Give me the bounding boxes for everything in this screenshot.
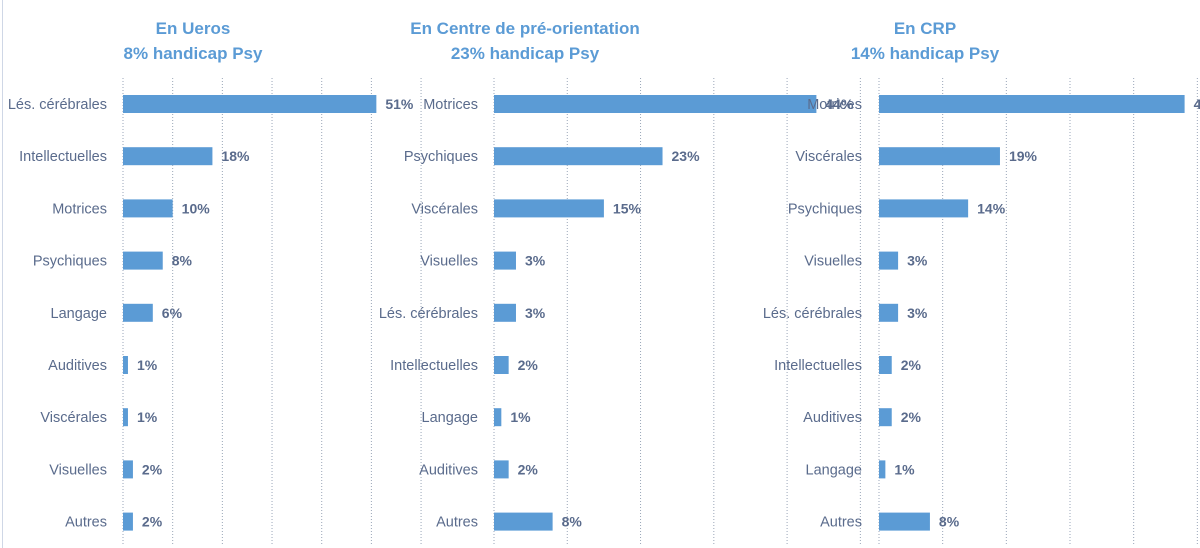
chart-title-line: En Centre de pré-orientation <box>410 19 640 38</box>
category-label: Visuelles <box>49 462 107 478</box>
bar <box>123 408 128 427</box>
bar <box>879 303 899 322</box>
bar <box>494 147 663 166</box>
bar <box>879 251 899 270</box>
bar <box>494 460 509 479</box>
data-label: 2% <box>518 461 539 477</box>
data-label: 19% <box>1009 148 1038 164</box>
data-label: 1% <box>510 409 531 425</box>
category-label: Lés. cérébrales <box>8 97 107 113</box>
bar <box>123 199 173 218</box>
data-label: 2% <box>901 357 922 373</box>
category-label: Psychiques <box>788 201 862 217</box>
data-label: 2% <box>901 409 922 425</box>
bar <box>879 356 892 374</box>
data-label: 2% <box>518 357 539 373</box>
category-label: Auditives <box>419 462 478 478</box>
category-label: Intellectuelles <box>390 358 478 374</box>
data-label: 15% <box>613 200 642 216</box>
bar <box>494 199 604 218</box>
category-label: Autres <box>436 515 478 531</box>
chart-title-line: En Ueros <box>156 19 231 38</box>
data-label: 23% <box>672 148 701 164</box>
data-label: 2% <box>142 461 163 477</box>
category-label: Visuelles <box>804 254 862 270</box>
bar <box>879 95 1185 113</box>
bar <box>123 460 133 479</box>
category-label: Viscérales <box>40 410 107 426</box>
data-label: 6% <box>162 305 183 321</box>
category-label: Langage <box>51 306 107 322</box>
data-label: 3% <box>525 253 546 269</box>
bar <box>123 147 213 166</box>
category-label: Motrices <box>807 97 862 113</box>
category-label: Psychiques <box>404 149 478 165</box>
category-label: Autres <box>65 515 107 531</box>
category-label: Motrices <box>52 201 107 217</box>
bar <box>494 251 516 270</box>
data-label: 51% <box>385 96 414 112</box>
data-label: 14% <box>977 200 1006 216</box>
data-label: 3% <box>525 305 546 321</box>
bar <box>879 199 969 218</box>
category-label: Langage <box>422 410 478 426</box>
category-label: Intellectuelles <box>774 358 862 374</box>
bar <box>494 408 502 427</box>
category-label: Auditives <box>48 358 107 374</box>
bar <box>879 460 886 479</box>
data-label: 8% <box>172 253 193 269</box>
data-label: 3% <box>907 305 928 321</box>
frame-left-border <box>2 0 3 548</box>
data-label: 8% <box>562 514 583 530</box>
data-label: 2% <box>142 514 163 530</box>
data-label: 1% <box>137 357 158 373</box>
category-label: Lés. cérébrales <box>763 306 862 322</box>
data-label: 3% <box>907 253 928 269</box>
bar <box>123 356 128 374</box>
bar <box>879 408 892 427</box>
category-label: Intellectuelles <box>19 149 107 165</box>
chart-title-line: En CRP <box>894 19 956 38</box>
data-label: 18% <box>221 148 250 164</box>
category-label: Motrices <box>423 97 478 113</box>
category-label: Langage <box>806 462 862 478</box>
bar <box>879 147 1000 166</box>
category-label: Auditives <box>803 410 862 426</box>
category-label: Viscérales <box>411 201 478 217</box>
data-label: 10% <box>182 200 211 216</box>
bar <box>879 512 930 531</box>
bar <box>494 356 509 374</box>
bar <box>123 303 153 322</box>
data-label: 1% <box>137 409 158 425</box>
bar <box>123 95 377 113</box>
category-label: Autres <box>820 515 862 531</box>
category-label: Psychiques <box>33 254 107 270</box>
bar <box>494 512 553 531</box>
bar <box>494 303 516 322</box>
category-label: Viscérales <box>795 149 862 165</box>
bar <box>123 251 163 270</box>
chart-title-line: 8% handicap Psy <box>124 44 263 63</box>
data-label: 8% <box>939 514 960 530</box>
category-label: Visuelles <box>420 254 478 270</box>
data-label: 44% <box>825 96 854 112</box>
chart-title-line: 14% handicap Psy <box>851 44 1000 63</box>
bar <box>123 512 133 531</box>
bar <box>494 95 817 113</box>
category-label: Lés. cérébrales <box>379 306 478 322</box>
data-label: 48% <box>1194 96 1200 112</box>
data-label: 1% <box>894 461 915 477</box>
chart-title-line: 23% handicap Psy <box>451 44 600 63</box>
